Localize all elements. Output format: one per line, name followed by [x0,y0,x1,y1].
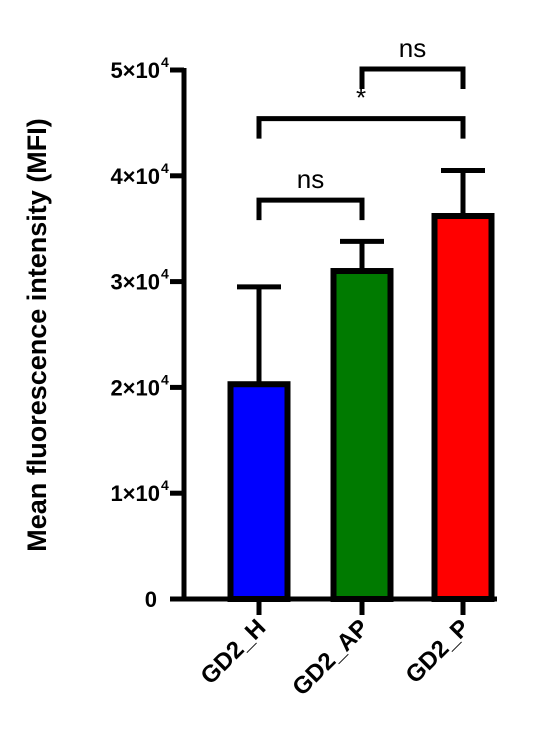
y-tick-exponent: 4 [161,54,169,70]
y-tick-exponent: 4 [161,160,169,176]
significance-bracket [256,197,365,221]
y-tick-label: 1×10 [110,481,160,506]
x-category-label: GD2_AP [287,614,374,701]
significance-bracket [359,66,466,89]
y-tick-label: 0 [145,587,157,612]
y-tick-label: 2×10 [110,375,160,400]
significance-label: ns [399,33,426,63]
x-category-label: GD2_H [196,614,272,690]
y-tick-exponent: 4 [161,477,169,493]
y-axis-label: Mean fluorescence intensity (MFI) [22,118,52,552]
bar-gd2-p [431,213,495,602]
y-tick-label: 4×10 [110,164,160,189]
bar-gd2-ap [330,268,394,602]
x-category-label: GD2_P [400,614,475,689]
y-tick-exponent: 4 [161,371,169,387]
y-tick-exponent: 4 [161,266,169,282]
significance-label: * [356,83,366,113]
y-tick-label: 3×10 [110,270,160,295]
bar-gd2-h [227,381,291,603]
significance-bracket [256,116,466,139]
significance-label: ns [297,164,324,194]
y-tick-label: 5×10 [110,58,160,83]
